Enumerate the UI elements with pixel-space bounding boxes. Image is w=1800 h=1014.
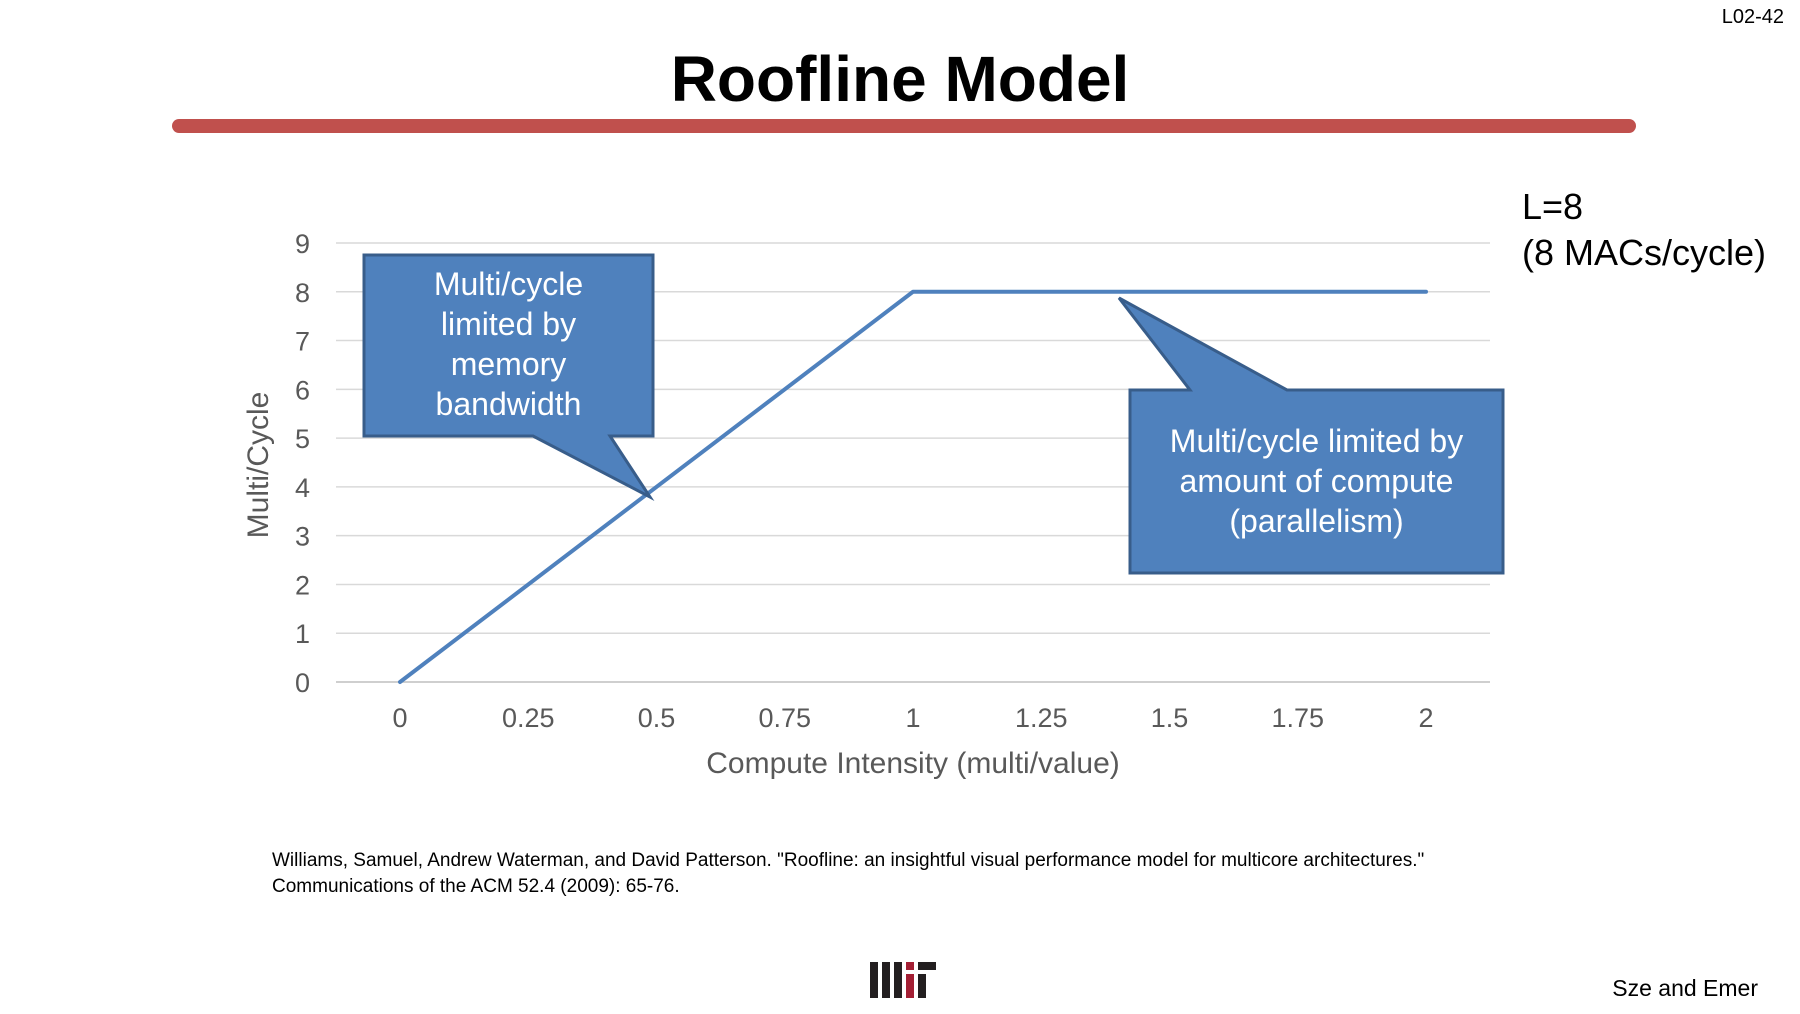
citation-line: Williams, Samuel, Andrew Waterman, and D…	[272, 850, 1425, 871]
callout-memory-bubble	[362, 253, 655, 501]
y-tick-label: 0	[295, 668, 310, 698]
slide-title: Roofline Model	[670, 43, 1130, 115]
roofline-series-line	[398, 289, 1428, 684]
callout-memory-line: bandwidth	[435, 386, 582, 422]
x-tick-label: 0.75	[758, 703, 811, 733]
citation: Williams, Samuel, Andrew Waterman, and D…	[272, 848, 1424, 900]
x-tick-label: 0	[392, 703, 407, 733]
callout-memory-line: Multi/cycle	[433, 266, 584, 302]
side-note-line: L=8	[1522, 186, 1584, 227]
y-axis-label: Multi/Cycle	[242, 392, 275, 539]
y-tick-label: 5	[295, 424, 310, 454]
x-tick-labels: 0 0.25 0.5 0.75 1 1.25 1.5 1.75 2	[392, 703, 1433, 733]
y-tick-label: 3	[295, 522, 310, 552]
callout-compute-line: amount of compute	[1179, 463, 1454, 499]
x-tick-label: 1	[905, 703, 920, 733]
callout-compute-line: Multi/cycle limited by	[1169, 423, 1464, 459]
mit-logo-icon	[870, 962, 936, 1003]
y-tick-label: 9	[295, 229, 310, 259]
series-lines	[398, 289, 1428, 684]
y-tick-labels: 0 1 2 3 4 5 6 7 8 9	[295, 229, 310, 698]
callout-memory-line: limited by	[440, 306, 577, 342]
y-tick-label: 2	[295, 570, 310, 600]
x-tick-label: 0.5	[638, 703, 676, 733]
y-tick-label: 1	[295, 619, 310, 649]
x-tick-label: 2	[1418, 703, 1433, 733]
y-tick-label: 6	[295, 375, 310, 405]
callout-compute-text: Multi/cycle limited by amount of compute…	[1130, 421, 1503, 541]
author-credit: Sze and Emer	[1612, 975, 1758, 1001]
slide-number: L02-42	[1721, 6, 1784, 28]
y-tick-label: 4	[295, 473, 310, 503]
y-tick-label: 8	[295, 278, 310, 308]
callout-memory-text: Multi/cycle limited by memory bandwidth	[364, 264, 653, 424]
citation-line: Communications of the ACM 52.4 (2009): 6…	[272, 876, 680, 897]
y-tick-label: 7	[295, 327, 310, 357]
title-underline	[172, 119, 1636, 133]
callout-compute-bubble	[1117, 296, 1505, 575]
callout-compute-line: (parallelism)	[1229, 503, 1404, 539]
callout-compute-shape	[1117, 296, 1505, 575]
callout-memory-shape	[362, 253, 655, 501]
side-note-line: (8 MACs/cycle)	[1522, 232, 1767, 273]
x-tick-label: 0.25	[502, 703, 555, 733]
x-tick-label: 1.25	[1015, 703, 1068, 733]
x-axis-label: Compute Intensity (multi/value)	[706, 747, 1120, 780]
side-note: L=8 (8 MACs/cycle)	[1522, 184, 1766, 276]
x-tick-label: 1.75	[1271, 703, 1324, 733]
callout-memory-line: memory	[450, 346, 567, 382]
x-tick-label: 1.5	[1151, 703, 1189, 733]
